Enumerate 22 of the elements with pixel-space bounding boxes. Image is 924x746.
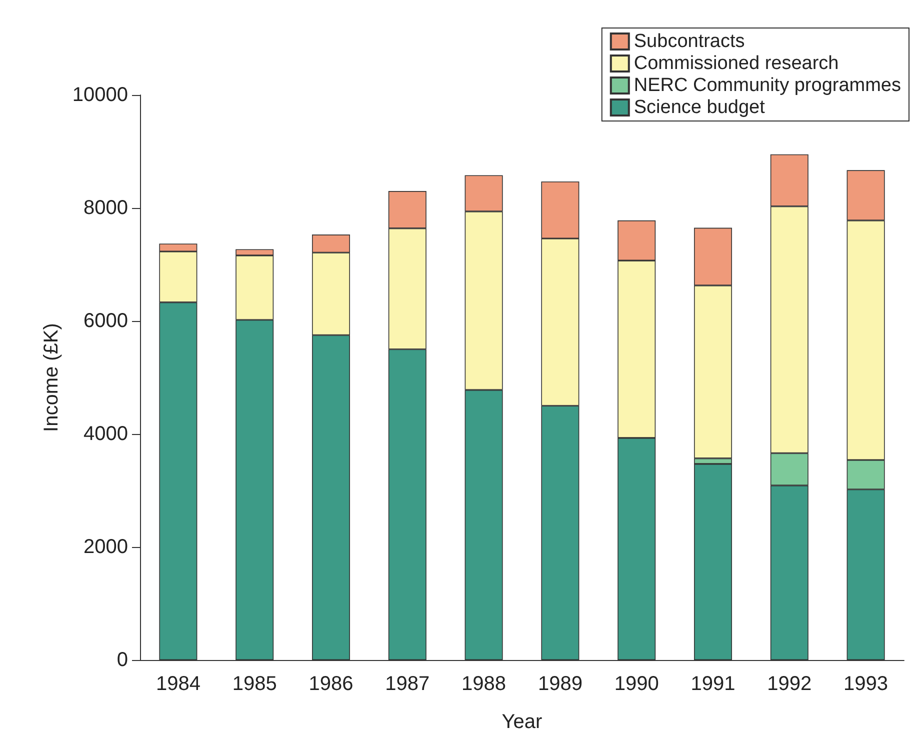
- y-tick-label: 0: [116, 649, 128, 671]
- y-tick-label: 10000: [72, 84, 128, 106]
- x-tick-label: 1985: [232, 673, 277, 695]
- x-tick-label: 1993: [844, 673, 888, 695]
- y-tick-label: 6000: [84, 310, 128, 332]
- y-axis-title: Income (£K): [40, 323, 62, 432]
- legend-label: Subcontracts: [634, 31, 745, 52]
- x-axis-title: Year: [502, 711, 543, 733]
- x-tick-label: 1990: [614, 673, 659, 695]
- legend-label: Commissioned research: [634, 53, 839, 74]
- x-tick-label: 1986: [308, 673, 354, 695]
- x-tick-label: 1988: [462, 673, 506, 695]
- y-tick-label: 4000: [84, 423, 128, 445]
- x-tick-label: 1984: [156, 673, 200, 695]
- y-tick-label: 8000: [84, 197, 128, 219]
- x-tick-label: 1992: [767, 673, 812, 695]
- legend-label: NERC Community programmes: [634, 75, 902, 96]
- x-tick-label: 1991: [690, 673, 736, 695]
- y-tick-label: 2000: [84, 536, 128, 558]
- legend-label: Science budget: [634, 97, 766, 118]
- x-tick-label: 1987: [385, 673, 430, 695]
- x-tick-label: 1989: [538, 673, 582, 695]
